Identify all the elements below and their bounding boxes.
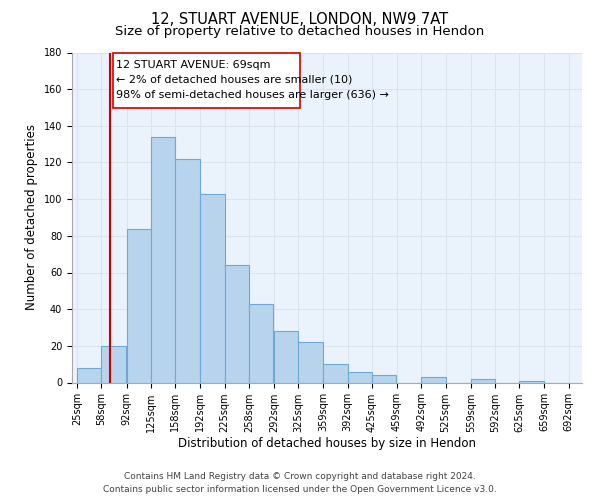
Bar [323,364,347,382]
Y-axis label: Number of detached properties: Number of detached properties [25,124,38,310]
Bar [274,331,298,382]
Text: Contains HM Land Registry data © Crown copyright and database right 2024.
Contai: Contains HM Land Registry data © Crown c… [103,472,497,494]
Text: ← 2% of detached houses are smaller (10): ← 2% of detached houses are smaller (10) [116,75,353,85]
Bar [471,379,495,382]
Text: 98% of semi-detached houses are larger (636) →: 98% of semi-detached houses are larger (… [116,90,389,101]
Bar [249,304,273,382]
X-axis label: Distribution of detached houses by size in Hendon: Distribution of detached houses by size … [178,438,476,450]
Bar [175,159,199,382]
Text: 12 STUART AVENUE: 69sqm: 12 STUART AVENUE: 69sqm [116,60,271,70]
Text: 12, STUART AVENUE, LONDON, NW9 7AT: 12, STUART AVENUE, LONDON, NW9 7AT [151,12,449,28]
Bar [101,346,126,383]
Bar [372,375,396,382]
Bar [200,194,224,382]
Bar [520,380,544,382]
Text: Size of property relative to detached houses in Hendon: Size of property relative to detached ho… [115,25,485,38]
Bar [298,342,323,382]
Bar [224,265,249,382]
Bar [421,377,446,382]
Bar [347,372,372,382]
FancyBboxPatch shape [113,52,301,108]
Bar [77,368,101,382]
Bar [127,228,151,382]
Bar [151,137,175,382]
